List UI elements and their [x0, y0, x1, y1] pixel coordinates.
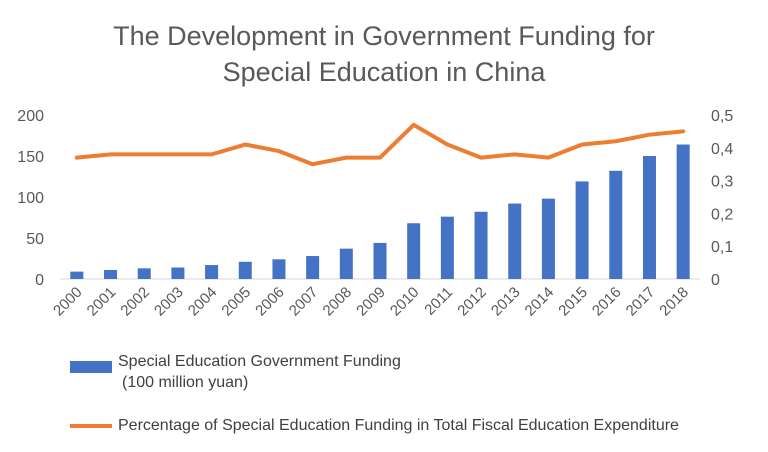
y-left-tick-label: 0: [35, 272, 44, 289]
x-tick-label: 2001: [84, 284, 120, 320]
y-left-tick-label: 50: [26, 231, 44, 248]
bar: [171, 267, 185, 279]
x-tick-label: 2005: [218, 284, 254, 320]
x-tick-label: 2007: [286, 284, 322, 320]
legend-label-bar-line-2: (100 million yuan): [122, 374, 249, 391]
x-tick-label: 2014: [522, 284, 558, 320]
bar: [508, 203, 522, 279]
x-tick-label: 2018: [656, 284, 692, 320]
series-line: [74, 122, 686, 167]
x-tick-label: 2013: [488, 284, 524, 320]
y-left-tick-label: 200: [17, 108, 44, 125]
y-right-tick-label: 0: [711, 272, 720, 289]
bar: [70, 271, 84, 279]
x-tick-label: 2009: [353, 284, 389, 320]
bar: [205, 265, 219, 279]
bar: [104, 269, 118, 279]
bar: [373, 242, 387, 279]
x-tick-label: 2011: [421, 284, 456, 319]
legend-label-line: Percentage of Special Education Funding …: [118, 417, 679, 434]
y-right-tick-label: 0,2: [711, 206, 733, 223]
chart-title-line-2: Special Education in China: [222, 57, 546, 87]
bar: [407, 223, 421, 279]
legend-label-bar: Special Education Government Funding (10…: [118, 353, 401, 392]
x-tick-label: 2006: [252, 284, 288, 320]
y-right-tick-label: 0,1: [711, 239, 733, 256]
legend-label-bar-line-1: Special Education Government Funding: [118, 353, 401, 370]
y-right-tick-label: 0,4: [711, 141, 733, 158]
x-tick-label: 2004: [185, 284, 221, 320]
x-tick-label: 2000: [50, 284, 86, 320]
x-tick-label: 2002: [117, 284, 153, 320]
bar: [575, 181, 589, 279]
y-right-tick-label: 0,3: [711, 174, 733, 191]
bar: [474, 211, 488, 279]
x-tick-label: 2003: [151, 284, 187, 320]
chart-title-line-1: The Development in Government Funding fo…: [113, 21, 655, 51]
bar: [339, 248, 353, 279]
x-tick-label: 2016: [589, 284, 625, 320]
x-tick-label: 2008: [320, 284, 356, 320]
legend-swatch-line: [70, 424, 112, 428]
y-left-tick-label: 100: [17, 190, 44, 207]
bar: [676, 144, 690, 279]
x-tick-label: 2015: [555, 284, 591, 320]
x-tick-label: 2017: [623, 284, 659, 320]
y-left-tick-label: 150: [17, 149, 44, 166]
legend-swatch-bar: [70, 361, 112, 373]
bar: [238, 261, 252, 279]
bar: [541, 198, 555, 279]
bar: [642, 156, 656, 279]
x-tick-label: 2010: [387, 284, 423, 320]
bar: [306, 256, 320, 279]
chart-title: The Development in Government Funding fo…: [0, 18, 768, 90]
y-right-tick-label: 0,5: [711, 108, 733, 125]
bar: [609, 170, 623, 279]
bar: [137, 268, 151, 279]
bar: [272, 259, 286, 279]
bar: [440, 216, 454, 279]
x-tick-label: 2012: [454, 284, 490, 320]
